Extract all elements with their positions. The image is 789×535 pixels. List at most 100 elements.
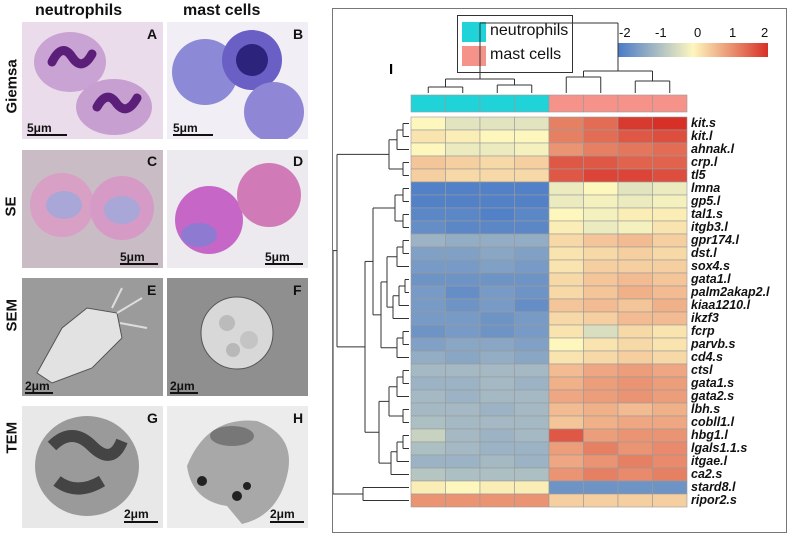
colorbar-tick-1: -2 xyxy=(619,25,631,40)
heatmap-cell xyxy=(652,480,688,495)
heatmap-cell xyxy=(652,285,688,300)
heatmap-cell xyxy=(445,194,481,209)
row-dendrogram xyxy=(333,123,409,501)
heatmap-cell xyxy=(410,311,446,326)
gene-label: kit.s xyxy=(691,115,717,130)
heatmap-cell xyxy=(410,402,446,417)
gene-label: ahnak.l xyxy=(691,141,735,156)
heatmap-cell xyxy=(479,181,515,196)
gene-label: sox4.s xyxy=(691,258,730,273)
heatmap-cell xyxy=(514,415,550,430)
heatmap-cell xyxy=(548,441,584,456)
heatmap-cell xyxy=(652,324,688,339)
heatmap-cell xyxy=(617,324,653,339)
heatmap-cell xyxy=(548,467,584,482)
heatmap-cell xyxy=(445,415,481,430)
heatmap-cell xyxy=(410,116,446,131)
heatmap-cell xyxy=(548,194,584,209)
panel-letter-c: C xyxy=(147,153,158,169)
heatmap-cell xyxy=(583,311,619,326)
heatmap-cell xyxy=(479,480,515,495)
heatmap-cells xyxy=(410,116,688,508)
heatmap-cell xyxy=(548,220,584,235)
heatmap-cell xyxy=(583,181,619,196)
col-header-neutrophils: neutrophils xyxy=(35,2,123,19)
heatmap-cell xyxy=(617,467,653,482)
heatmap-cell xyxy=(410,272,446,287)
heatmap-cell xyxy=(479,259,515,274)
heatmap-cell xyxy=(445,259,481,274)
heatmap-cell xyxy=(514,467,550,482)
heatmap-cell xyxy=(617,194,653,209)
heatmap-cell xyxy=(652,454,688,469)
heatmap-cell xyxy=(583,415,619,430)
heatmap-cell xyxy=(583,168,619,183)
gene-label: gata2.s xyxy=(691,388,735,403)
heatmap-cell xyxy=(445,454,481,469)
heatmap-cell xyxy=(410,233,446,248)
heatmap-cell xyxy=(479,350,515,365)
panel-letter-f: F xyxy=(293,282,302,298)
heatmap-cell xyxy=(479,337,515,352)
scale-bar-a xyxy=(27,134,67,136)
mast-cell-tem-image xyxy=(187,420,289,524)
gene-label: tl5 xyxy=(691,167,706,182)
micrograph-h xyxy=(167,406,308,528)
gene-label: cd4.s xyxy=(691,349,723,364)
heatmap-cell xyxy=(514,142,550,157)
heatmap-cell xyxy=(445,142,481,157)
heatmap-cell xyxy=(583,337,619,352)
heatmap-cell xyxy=(548,363,584,378)
heatmap-cell xyxy=(410,389,446,404)
heatmap-cell xyxy=(514,246,550,261)
scale-label-g: 2μm xyxy=(124,507,149,521)
heatmap-cell xyxy=(514,454,550,469)
heatmap-cell xyxy=(617,337,653,352)
heatmap-cell xyxy=(548,480,584,495)
micrograph-e xyxy=(22,278,163,396)
heatmap-cell xyxy=(583,428,619,443)
heatmap-cell xyxy=(479,441,515,456)
heatmap-cell xyxy=(583,194,619,209)
heatmap-cell xyxy=(652,246,688,261)
heatmap-cell xyxy=(583,480,619,495)
heatmap-cell xyxy=(548,311,584,326)
heatmap-cell xyxy=(410,493,446,508)
heatmap-cell xyxy=(652,155,688,170)
heatmap-cell xyxy=(479,168,515,183)
heatmap-cell xyxy=(652,129,688,144)
heatmap-cell xyxy=(548,350,584,365)
heatmap-cell xyxy=(514,233,550,248)
heatmap-cell xyxy=(548,402,584,417)
heatmap-cell xyxy=(410,142,446,157)
heatmap-cell xyxy=(548,233,584,248)
heatmap-cell xyxy=(514,324,550,339)
heatmap-cell xyxy=(617,207,653,222)
heatmap-cell xyxy=(548,454,584,469)
heatmap-cell xyxy=(617,259,653,274)
heatmap-panel: neutrophils mast cells -2 -1 0 1 2 I kit… xyxy=(332,8,787,533)
heatmap-cell xyxy=(445,233,481,248)
heatmap-cell xyxy=(479,155,515,170)
heatmap-cell xyxy=(514,272,550,287)
heatmap-cell xyxy=(617,116,653,131)
heatmap-cell xyxy=(548,181,584,196)
heatmap-cell xyxy=(514,337,550,352)
heatmap-cell xyxy=(583,285,619,300)
heatmap-cell xyxy=(479,376,515,391)
scale-label-d: 5μm xyxy=(265,250,290,264)
heatmap-cell xyxy=(514,389,550,404)
colorbar-tick-3: 0 xyxy=(694,25,702,40)
heatmap-cell xyxy=(479,298,515,313)
micrograph-f xyxy=(167,278,308,396)
colorbar-tick-4: 1 xyxy=(729,25,737,40)
scale-label-h: 2μm xyxy=(270,507,295,521)
heatmap-cell xyxy=(514,181,550,196)
heatmap-cell xyxy=(514,350,550,365)
gene-label: cobll1.l xyxy=(691,414,735,429)
heatmap-cell xyxy=(410,428,446,443)
heatmap-cell xyxy=(445,337,481,352)
heatmap-cell xyxy=(548,142,584,157)
scale-label-f: 2μm xyxy=(170,379,195,393)
heatmap-cell xyxy=(548,259,584,274)
